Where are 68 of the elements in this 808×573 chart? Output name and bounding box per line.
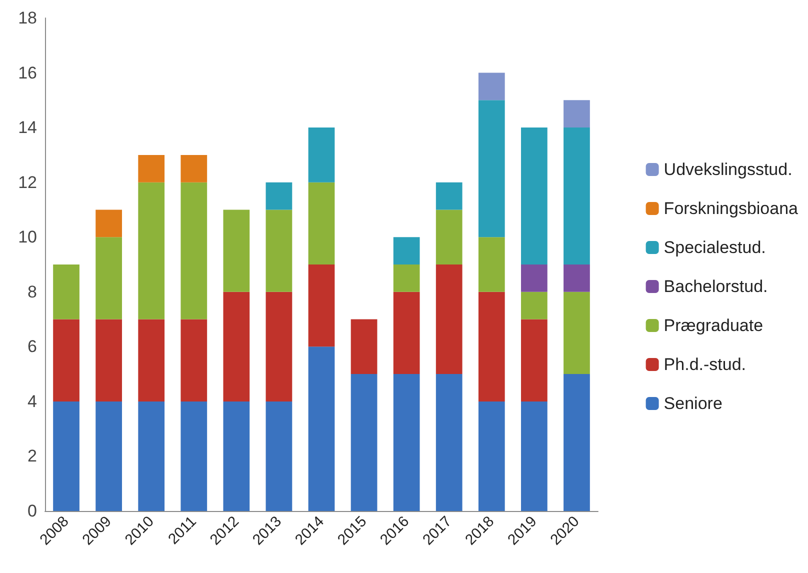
bar bbox=[96, 319, 122, 402]
y-tick-label: 12 bbox=[18, 172, 37, 192]
bar bbox=[53, 319, 80, 402]
y-tick-label: 16 bbox=[18, 63, 37, 82]
bar bbox=[96, 401, 122, 511]
bar bbox=[393, 237, 420, 264]
bar bbox=[138, 401, 165, 511]
legend-label: Bachelorstud. bbox=[664, 277, 768, 296]
bar bbox=[436, 374, 462, 511]
bar bbox=[53, 264, 80, 320]
y-tick-label: 4 bbox=[28, 392, 37, 411]
legend-label: Prægraduate bbox=[664, 316, 764, 335]
bar bbox=[180, 182, 208, 320]
bar bbox=[478, 237, 505, 292]
bar bbox=[180, 154, 208, 182]
y-tick-label: 18 bbox=[18, 8, 37, 28]
bar bbox=[564, 264, 590, 292]
bar bbox=[223, 401, 250, 511]
bar bbox=[436, 264, 462, 374]
bar bbox=[96, 237, 122, 320]
bar bbox=[266, 182, 292, 210]
bar bbox=[564, 128, 590, 264]
y-tick-label: 0 bbox=[28, 502, 37, 520]
bar bbox=[350, 319, 378, 374]
legend-label: Udvekslingsstud. bbox=[664, 160, 792, 179]
bar bbox=[521, 292, 548, 320]
bar bbox=[138, 154, 165, 182]
bar bbox=[223, 210, 250, 292]
bar bbox=[266, 401, 292, 511]
bar bbox=[180, 401, 208, 511]
bar bbox=[478, 401, 505, 511]
bar bbox=[266, 292, 292, 402]
bar bbox=[308, 182, 335, 264]
bar bbox=[564, 292, 590, 374]
y-tick-label: 8 bbox=[28, 282, 37, 302]
bar bbox=[521, 264, 548, 292]
legend-label: Seniore bbox=[664, 394, 722, 413]
bar bbox=[393, 264, 420, 292]
bar bbox=[478, 100, 505, 238]
bar bbox=[180, 319, 208, 402]
bar bbox=[564, 374, 590, 511]
bar bbox=[564, 100, 590, 128]
y-tick-label: 6 bbox=[28, 337, 37, 356]
bar bbox=[96, 210, 122, 238]
bar bbox=[478, 72, 505, 100]
y-tick-label: 10 bbox=[18, 228, 37, 247]
bar bbox=[521, 128, 548, 264]
y-tick-label: 14 bbox=[18, 118, 37, 138]
bar bbox=[393, 292, 420, 374]
bar bbox=[521, 401, 548, 511]
bar bbox=[350, 374, 378, 511]
bar bbox=[138, 319, 165, 402]
bar bbox=[521, 319, 548, 402]
legend-label: Forskningsbioana bbox=[664, 199, 799, 218]
bar bbox=[308, 128, 335, 182]
bar bbox=[393, 374, 420, 511]
bar bbox=[308, 346, 335, 511]
bar bbox=[308, 264, 335, 347]
bar bbox=[223, 292, 250, 402]
bar bbox=[436, 210, 462, 264]
legend-label: Specialestud. bbox=[664, 238, 766, 257]
y-tick-label: 2 bbox=[28, 446, 37, 466]
bar bbox=[53, 401, 80, 511]
bar bbox=[138, 182, 165, 320]
bar bbox=[436, 182, 462, 210]
bar bbox=[266, 210, 292, 292]
bar bbox=[478, 292, 505, 402]
legend-label: Ph.d.-stud. bbox=[664, 355, 746, 374]
